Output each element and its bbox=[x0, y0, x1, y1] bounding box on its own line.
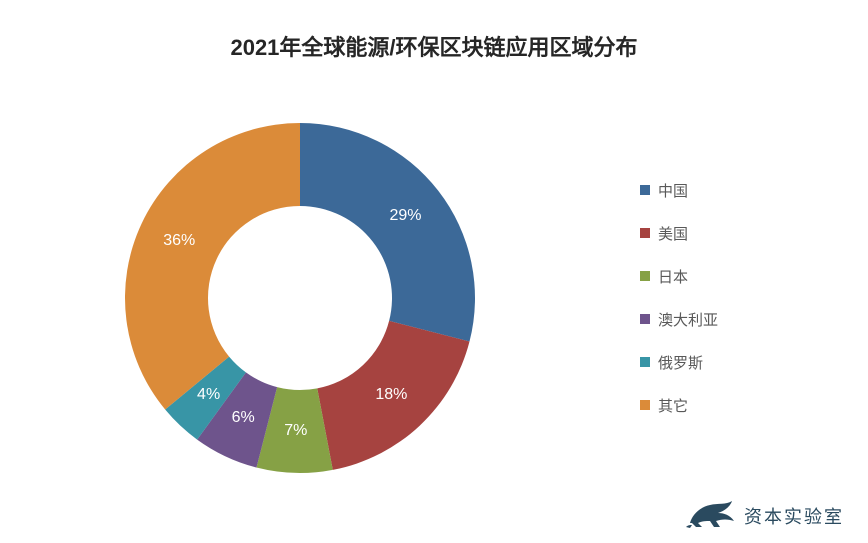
watermark-text: 资本实验室 bbox=[744, 503, 844, 529]
legend-swatch bbox=[640, 185, 650, 195]
legend-swatch bbox=[640, 228, 650, 238]
chart-row: 29% 18% 7% 6% 4% 36% 中国美国日本澳大利亚俄罗斯其它 bbox=[40, 72, 828, 523]
watermark: 资本实验室 bbox=[684, 495, 844, 529]
slice-label: 18% bbox=[375, 386, 407, 404]
legend-label: 其它 bbox=[658, 395, 688, 416]
legend-item: 中国 bbox=[640, 180, 718, 201]
donut-slice bbox=[300, 123, 475, 342]
legend-label: 俄罗斯 bbox=[658, 352, 703, 373]
chart-container: 2021年全球能源/环保区块链应用区域分布 29% 18% 7% 6% 4% 36% 中国… bbox=[0, 0, 868, 543]
donut-slice bbox=[125, 123, 300, 410]
leopard-icon bbox=[684, 495, 738, 529]
legend-label: 澳大利亚 bbox=[658, 309, 718, 330]
legend-item: 澳大利亚 bbox=[640, 309, 718, 330]
donut-svg bbox=[40, 88, 560, 508]
legend-swatch bbox=[640, 400, 650, 410]
legend-item: 俄罗斯 bbox=[640, 352, 718, 373]
slice-label: 7% bbox=[284, 422, 307, 440]
legend-label: 日本 bbox=[658, 266, 688, 287]
slice-label: 29% bbox=[389, 207, 421, 225]
legend-swatch bbox=[640, 271, 650, 281]
slice-label: 36% bbox=[163, 232, 195, 250]
slice-label: 6% bbox=[232, 409, 255, 427]
legend-swatch bbox=[640, 314, 650, 324]
legend-item: 其它 bbox=[640, 395, 718, 416]
legend-item: 美国 bbox=[640, 223, 718, 244]
legend-swatch bbox=[640, 357, 650, 367]
legend-item: 日本 bbox=[640, 266, 718, 287]
legend-label: 中国 bbox=[658, 180, 688, 201]
slice-label: 4% bbox=[197, 386, 220, 404]
chart-title: 2021年全球能源/环保区块链应用区域分布 bbox=[40, 30, 828, 62]
legend: 中国美国日本澳大利亚俄罗斯其它 bbox=[640, 180, 718, 416]
legend-label: 美国 bbox=[658, 223, 688, 244]
donut-chart: 29% 18% 7% 6% 4% 36% bbox=[40, 88, 560, 508]
